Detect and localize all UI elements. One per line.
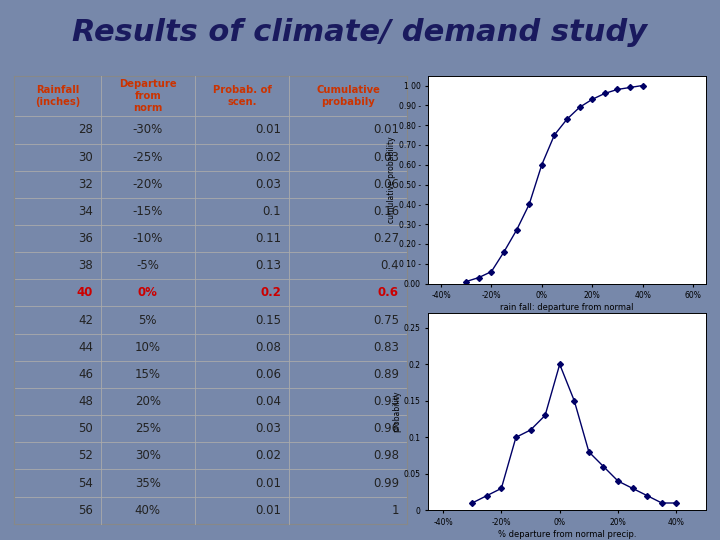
Y-axis label: probability: probability [392, 391, 401, 433]
Text: 0.11: 0.11 [255, 232, 282, 245]
Text: 30%: 30% [135, 449, 161, 462]
Text: 0.01: 0.01 [255, 124, 282, 137]
Text: 0.16: 0.16 [373, 205, 399, 218]
Text: -15%: -15% [132, 205, 163, 218]
Text: 0.98: 0.98 [373, 449, 399, 462]
Text: 0.04: 0.04 [255, 395, 282, 408]
Y-axis label: cumulative probability: cumulative probability [387, 136, 396, 223]
X-axis label: rain fall: departure from normal: rain fall: departure from normal [500, 303, 634, 312]
Text: 0.13: 0.13 [255, 259, 282, 272]
Text: 5%: 5% [138, 314, 157, 327]
Text: -25%: -25% [132, 151, 163, 164]
Text: 52: 52 [78, 449, 93, 462]
Text: 40: 40 [76, 286, 93, 299]
Text: 44: 44 [78, 341, 93, 354]
Text: 0%: 0% [138, 286, 158, 299]
Text: 42: 42 [78, 314, 93, 327]
Text: 0.93: 0.93 [373, 395, 399, 408]
Text: Probab. of
scen.: Probab. of scen. [212, 85, 271, 107]
Text: 0.08: 0.08 [256, 341, 282, 354]
Text: 15%: 15% [135, 368, 161, 381]
Text: 0.99: 0.99 [373, 477, 399, 490]
Text: 35%: 35% [135, 477, 161, 490]
Text: 32: 32 [78, 178, 93, 191]
Text: 0.89: 0.89 [373, 368, 399, 381]
Text: 50: 50 [78, 422, 93, 435]
Text: 0.02: 0.02 [255, 151, 282, 164]
Text: 0.01: 0.01 [255, 504, 282, 517]
Text: Results of climate/ demand study: Results of climate/ demand study [73, 18, 647, 47]
Text: 0.1: 0.1 [263, 205, 282, 218]
Text: 1: 1 [392, 504, 399, 517]
Text: -20%: -20% [132, 178, 163, 191]
Text: 54: 54 [78, 477, 93, 490]
Text: 20%: 20% [135, 395, 161, 408]
Text: 0.6: 0.6 [378, 286, 399, 299]
Text: 0.01: 0.01 [373, 124, 399, 137]
Text: 0.2: 0.2 [261, 286, 282, 299]
Text: 10%: 10% [135, 341, 161, 354]
Text: Departure
from
norm: Departure from norm [119, 79, 176, 112]
Text: Cumulative
probabily: Cumulative probabily [316, 85, 380, 107]
Text: 36: 36 [78, 232, 93, 245]
Text: 0.06: 0.06 [373, 178, 399, 191]
Text: 0.03: 0.03 [256, 178, 282, 191]
Text: -30%: -30% [132, 124, 163, 137]
Text: 0.96: 0.96 [373, 422, 399, 435]
X-axis label: % departure from normal precip.: % departure from normal precip. [498, 530, 636, 539]
Text: 0.06: 0.06 [255, 368, 282, 381]
Text: 0.27: 0.27 [373, 232, 399, 245]
Text: 30: 30 [78, 151, 93, 164]
Text: 25%: 25% [135, 422, 161, 435]
Text: 34: 34 [78, 205, 93, 218]
Text: 46: 46 [78, 368, 93, 381]
Text: 0.03: 0.03 [373, 151, 399, 164]
Text: 0.03: 0.03 [256, 422, 282, 435]
Text: 0.01: 0.01 [255, 477, 282, 490]
Text: 48: 48 [78, 395, 93, 408]
Text: 0.75: 0.75 [373, 314, 399, 327]
Text: 0.83: 0.83 [373, 341, 399, 354]
Text: 56: 56 [78, 504, 93, 517]
Text: -10%: -10% [132, 232, 163, 245]
Text: 0.15: 0.15 [255, 314, 282, 327]
Text: 28: 28 [78, 124, 93, 137]
Text: 0.4: 0.4 [380, 259, 399, 272]
Text: Rainfall
(inches): Rainfall (inches) [35, 85, 80, 107]
Text: -5%: -5% [136, 259, 159, 272]
Text: 0.02: 0.02 [255, 449, 282, 462]
Text: 38: 38 [78, 259, 93, 272]
Text: 40%: 40% [135, 504, 161, 517]
